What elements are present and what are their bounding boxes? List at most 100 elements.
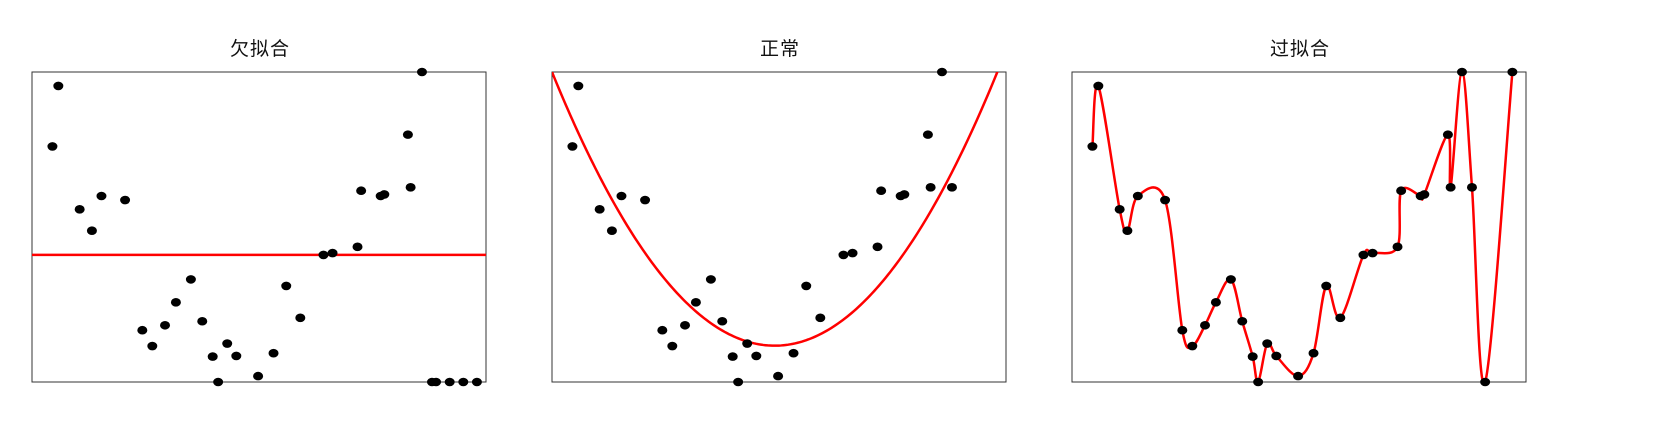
data-point xyxy=(253,371,264,381)
data-point xyxy=(1187,341,1198,351)
data-point xyxy=(431,377,442,387)
data-point xyxy=(1253,377,1264,387)
data-point xyxy=(594,205,605,214)
data-point xyxy=(872,242,883,252)
plot-frame xyxy=(31,71,487,383)
data-point xyxy=(1456,67,1467,77)
data-point xyxy=(327,248,338,258)
data-point xyxy=(616,191,627,201)
data-point xyxy=(268,348,279,358)
data-point xyxy=(1093,81,1104,91)
data-point xyxy=(402,130,413,139)
data-point xyxy=(705,275,716,284)
data-point xyxy=(1335,313,1346,323)
data-point xyxy=(1122,226,1133,236)
data-point xyxy=(1392,242,1403,252)
underfit-plot xyxy=(31,67,487,387)
data-point xyxy=(815,313,826,323)
data-point xyxy=(53,81,64,91)
data-point xyxy=(690,298,701,307)
data-point xyxy=(295,313,306,323)
data-point xyxy=(74,205,85,214)
normal-fit-plot xyxy=(551,67,1007,387)
data-point xyxy=(922,130,933,139)
data-point xyxy=(1396,186,1407,196)
data-point xyxy=(147,341,158,351)
data-point xyxy=(640,195,651,205)
data-point xyxy=(1480,377,1491,387)
data-point xyxy=(1225,275,1236,284)
data-point xyxy=(137,325,148,335)
fit-curve xyxy=(1091,72,1514,382)
data-point xyxy=(356,186,367,196)
data-point xyxy=(318,250,329,260)
chart-panel-normal: 正常 xyxy=(520,0,1040,445)
data-point xyxy=(86,226,97,236)
data-point xyxy=(847,248,858,258)
data-point xyxy=(379,190,390,199)
chart-title: 过拟合 xyxy=(1269,38,1330,60)
data-point xyxy=(352,242,363,252)
data-point xyxy=(1237,316,1248,326)
data-point xyxy=(946,183,957,192)
data-point xyxy=(899,190,910,199)
data-point xyxy=(838,250,849,260)
data-point xyxy=(1358,250,1369,260)
data-point xyxy=(1419,190,1430,199)
data-point xyxy=(281,281,292,291)
data-point xyxy=(1132,191,1143,201)
data-point xyxy=(801,281,812,291)
data-point xyxy=(788,348,799,358)
chart-panel-overfit: 过拟合 xyxy=(1040,0,1560,445)
data-point xyxy=(751,351,762,361)
data-point xyxy=(1293,371,1304,381)
data-point xyxy=(1247,352,1258,361)
data-point xyxy=(213,377,224,387)
plot-frame xyxy=(1071,71,1527,383)
data-point xyxy=(1466,183,1477,192)
data-point xyxy=(160,320,171,330)
data-point xyxy=(1271,351,1282,361)
data-point xyxy=(170,298,181,307)
data-point xyxy=(717,316,728,326)
data-point xyxy=(416,67,427,77)
fit-curve xyxy=(552,72,999,347)
chart-panel-underfit: 欠拟合 xyxy=(0,0,520,445)
data-point xyxy=(657,325,668,335)
data-point xyxy=(1177,325,1188,335)
data-point xyxy=(1210,298,1221,307)
data-point xyxy=(1507,67,1518,77)
plot-frame xyxy=(551,71,1007,383)
data-point xyxy=(727,352,738,361)
data-point xyxy=(680,320,691,330)
data-point xyxy=(1367,248,1378,258)
data-point xyxy=(936,67,947,77)
data-point xyxy=(1321,281,1332,291)
data-point xyxy=(925,183,936,192)
data-point xyxy=(47,142,58,151)
data-point xyxy=(222,339,233,348)
data-point xyxy=(471,377,482,387)
chart-title: 正常 xyxy=(759,38,800,60)
data-point xyxy=(876,186,887,196)
data-point xyxy=(96,191,107,201)
data-point xyxy=(1445,183,1456,192)
data-point xyxy=(606,226,617,236)
data-point xyxy=(405,183,416,192)
data-point xyxy=(1442,130,1453,139)
data-point xyxy=(1087,142,1098,151)
data-point xyxy=(1200,320,1211,330)
data-point xyxy=(742,339,753,348)
data-point xyxy=(231,351,242,361)
data-point xyxy=(773,371,784,381)
data-point xyxy=(185,275,196,284)
data-point xyxy=(207,352,218,361)
data-point xyxy=(458,377,469,387)
data-point xyxy=(567,142,578,151)
data-point xyxy=(573,81,584,91)
data-point xyxy=(1114,205,1125,214)
data-point xyxy=(444,377,455,387)
data-point xyxy=(197,316,208,326)
data-point xyxy=(667,341,678,351)
data-point xyxy=(1308,348,1319,358)
